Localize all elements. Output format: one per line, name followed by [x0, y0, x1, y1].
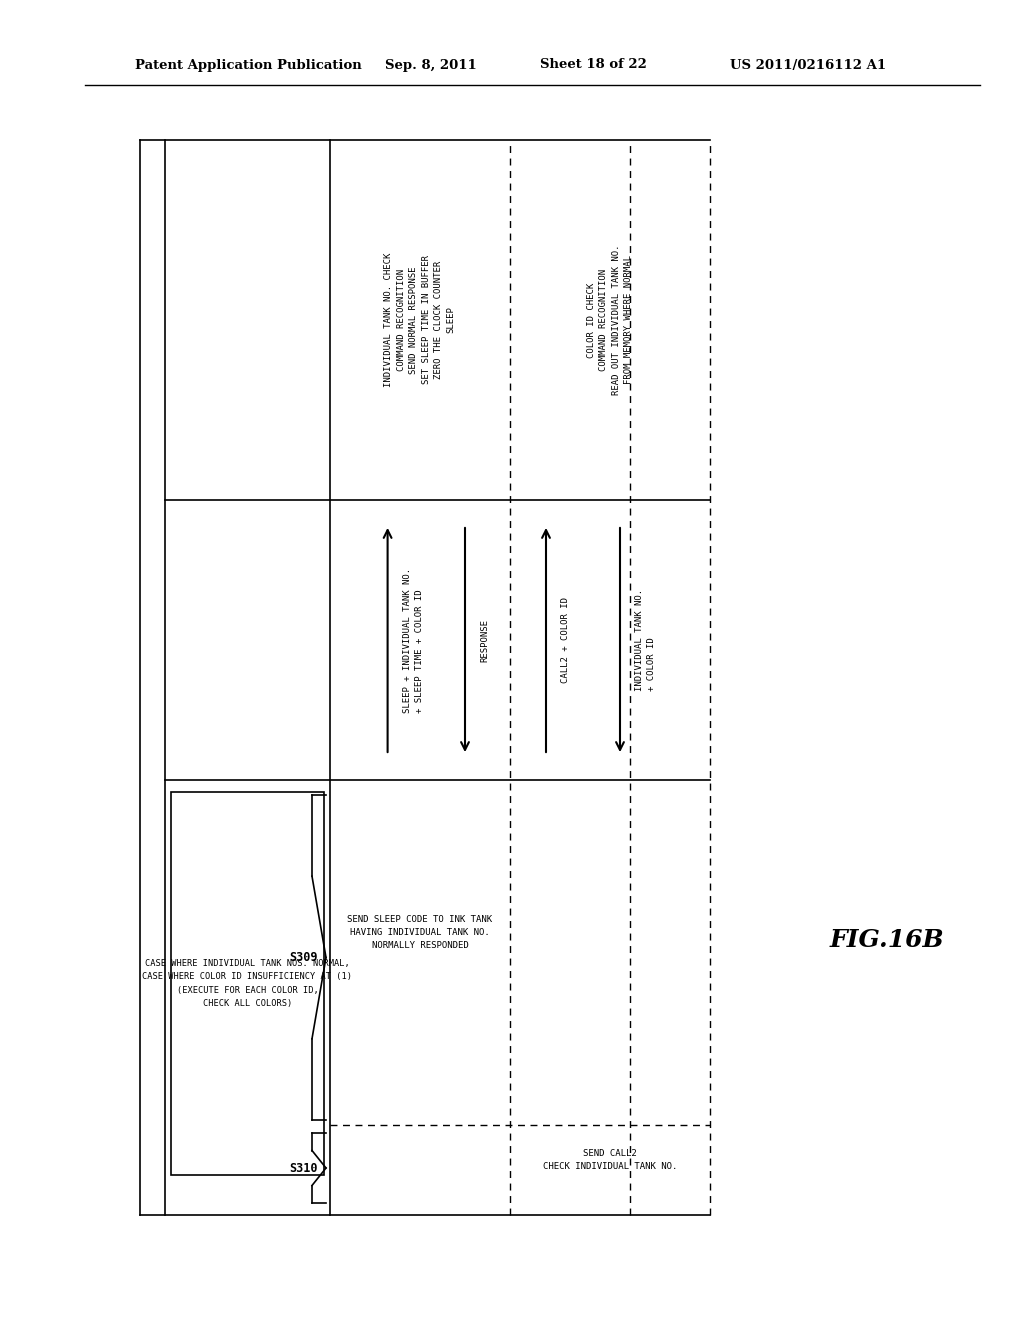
Bar	[171, 792, 324, 1175]
Text: SEND SLEEP CODE TO INK TANK
HAVING INDIVIDUAL TANK NO.
NORMALLY RESPONDED: SEND SLEEP CODE TO INK TANK HAVING INDIV…	[347, 915, 493, 950]
Text: INDIVIDUAL TANK NO. CHECK
COMMAND RECOGNITION
SEND NORMAL RESPONSE
SET SLEEP TIM: INDIVIDUAL TANK NO. CHECK COMMAND RECOGN…	[384, 253, 456, 387]
Text: S310: S310	[290, 1162, 318, 1175]
Text: SLEEP + INDIVIDUAL TANK NO.
+ SLEEP TIME + COLOR ID: SLEEP + INDIVIDUAL TANK NO. + SLEEP TIME…	[402, 568, 424, 713]
Text: S309: S309	[290, 950, 318, 964]
Text: Sheet 18 of 22: Sheet 18 of 22	[540, 58, 647, 71]
Text: Sep. 8, 2011: Sep. 8, 2011	[385, 58, 477, 71]
Text: COLOR ID CHECK
COMMAND RECOGNITION
READ OUT INDIVIDUAL TANK NO.
FROM MEMORY WHER: COLOR ID CHECK COMMAND RECOGNITION READ …	[587, 244, 633, 395]
Text: FIG.16B: FIG.16B	[830, 928, 944, 952]
Text: SEND CALL2
CHECK INDIVIDUAL TANK NO.: SEND CALL2 CHECK INDIVIDUAL TANK NO.	[543, 1148, 677, 1171]
Text: RESPONSE: RESPONSE	[480, 619, 489, 661]
Text: CALL2 + COLOR ID: CALL2 + COLOR ID	[561, 597, 570, 682]
Text: US 2011/0216112 A1: US 2011/0216112 A1	[730, 58, 886, 71]
Text: INDIVIDUAL TANK NO.
+ COLOR ID: INDIVIDUAL TANK NO. + COLOR ID	[635, 589, 656, 692]
Text: CASE WHERE INDIVIDUAL TANK NOS. NORMAL,
CASE WHERE COLOR ID INSUFFICIENCY AT (1): CASE WHERE INDIVIDUAL TANK NOS. NORMAL, …	[142, 960, 352, 1007]
Text: Patent Application Publication: Patent Application Publication	[135, 58, 361, 71]
